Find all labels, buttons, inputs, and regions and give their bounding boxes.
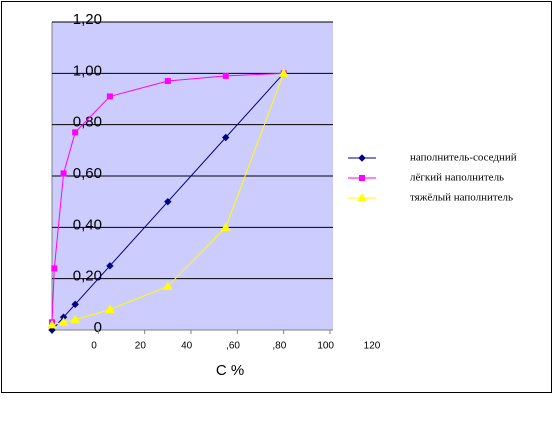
marker (278, 68, 289, 77)
y-tick-label: 0 (94, 319, 102, 336)
marker (58, 317, 69, 326)
marker (47, 319, 57, 329)
y-tick-label: 1,20 (73, 11, 102, 28)
y-tick-label: 0,80 (73, 114, 102, 131)
marker (164, 197, 172, 206)
marker (162, 281, 173, 290)
x-tick-label: ,80 (272, 341, 286, 352)
y-tick-label: 0,40 (73, 216, 102, 233)
marker (164, 78, 171, 85)
x-tick-label: 120 (364, 341, 381, 352)
marker (72, 129, 79, 136)
marker (70, 314, 81, 324)
series-line (51, 72, 284, 323)
y-tick-label: 0,20 (73, 268, 102, 285)
marker (222, 72, 229, 79)
marker (220, 222, 231, 231)
x-tick-label: 100 (317, 341, 334, 352)
marker (106, 262, 114, 270)
legend-label: наполнитель-соседний (410, 152, 517, 164)
legend-label: лёгкий наполнитель (410, 172, 504, 184)
marker (358, 154, 366, 162)
marker (48, 326, 56, 334)
x-tick-label: 20 (135, 341, 147, 352)
marker (71, 300, 79, 309)
x-tick-label: 40 (181, 341, 193, 352)
marker (357, 192, 367, 202)
marker (106, 93, 113, 100)
y-tick-label: 1,00 (73, 62, 102, 79)
y-tick-label: 0,60 (73, 165, 102, 182)
marker (60, 170, 67, 177)
marker (105, 304, 115, 313)
x-axis-label: C % (216, 362, 244, 379)
x-tick-label: 0 (91, 341, 97, 352)
marker (359, 175, 365, 181)
marker (222, 133, 230, 142)
legend-label: тяжёлый наполнитель (410, 192, 513, 204)
x-tick-label: ,60 (226, 341, 240, 352)
marker (51, 265, 58, 272)
